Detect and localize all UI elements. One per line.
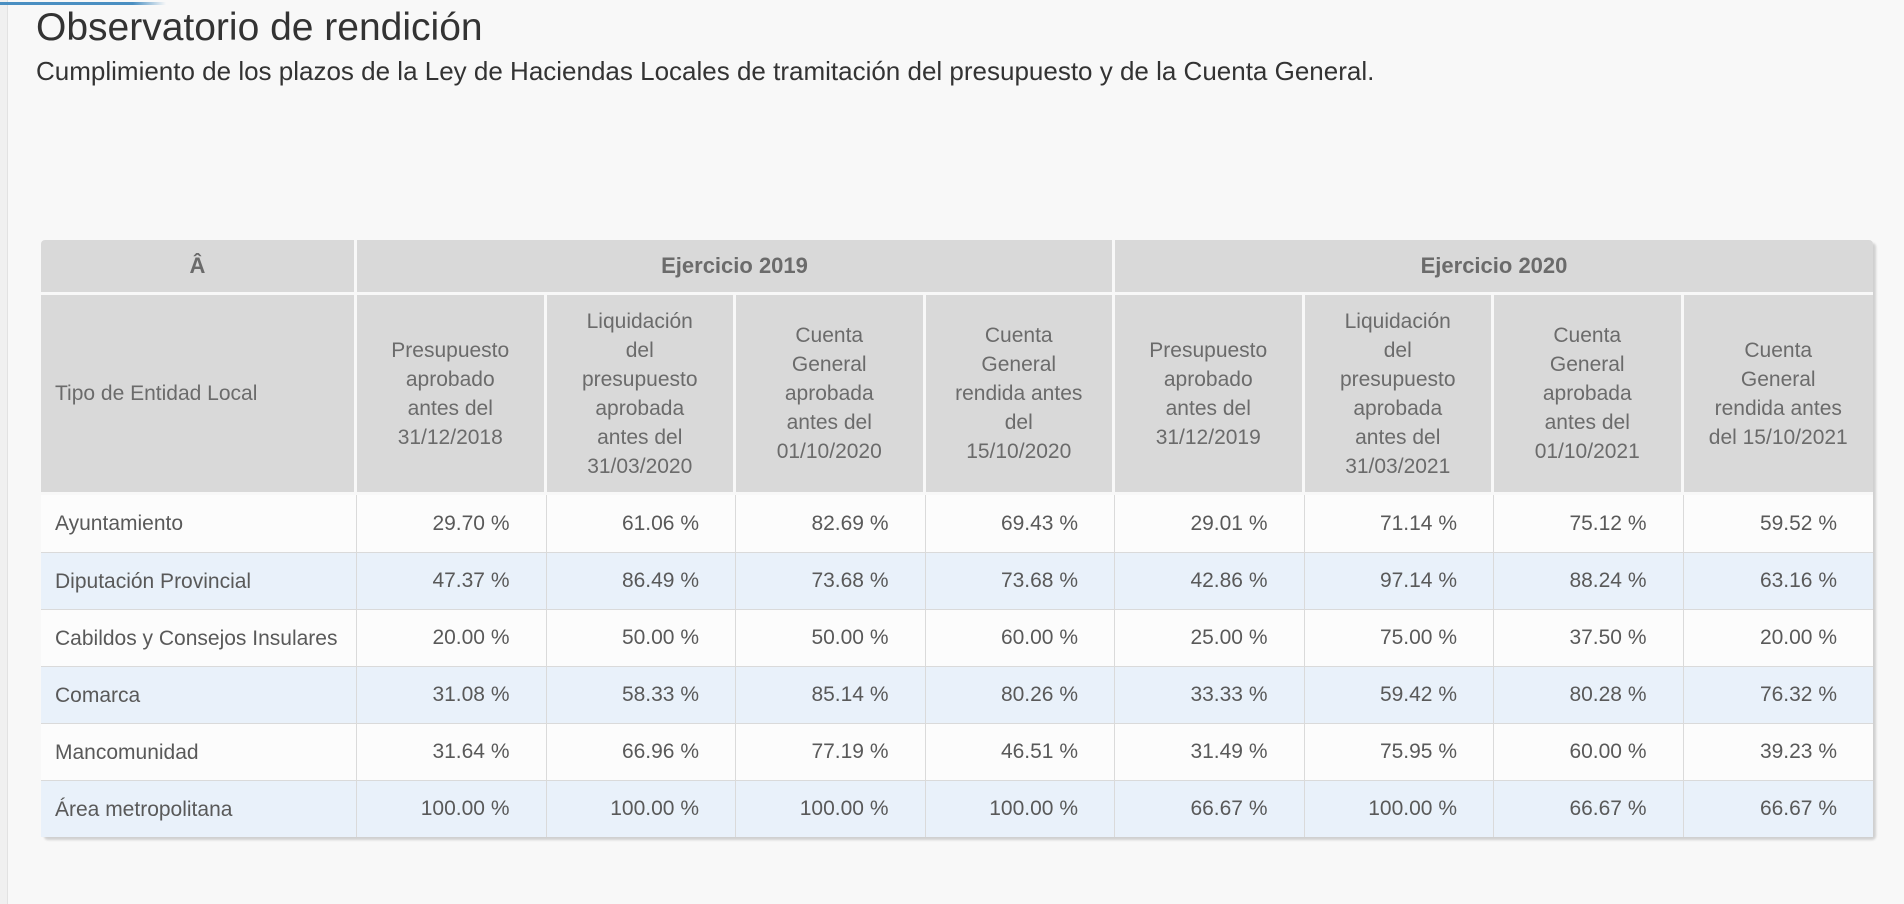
table-cell: 80.28 % (1494, 666, 1684, 723)
table-cell: 88.24 % (1494, 552, 1684, 609)
table-cell: 77.19 % (736, 723, 926, 780)
column-header-cg-aprobada-2020: Cuenta General aprobada antes del 01/10/… (1494, 295, 1684, 495)
table-cell: 100.00 % (736, 780, 926, 837)
table-cell: 75.00 % (1304, 609, 1494, 666)
table-cell: 59.42 % (1304, 666, 1494, 723)
table-cell: 58.33 % (546, 666, 736, 723)
compliance-table: Â Ejercicio 2019 Ejercicio 2020 Tipo de … (41, 240, 1873, 837)
table-cell: 47.37 % (357, 552, 547, 609)
row-label: Diputación Provincial (41, 552, 357, 609)
table-cell: 71.14 % (1305, 495, 1494, 552)
table-cell: 66.96 % (546, 723, 736, 780)
column-header-liquidacion-2019: Liquidación del presupuesto aprobada ant… (546, 295, 736, 495)
row-label: Ayuntamiento (41, 495, 357, 552)
table-cell: 86.49 % (546, 552, 736, 609)
table-cell: 69.43 % (926, 495, 1115, 552)
table-cell: 29.70 % (357, 495, 547, 552)
table-header: Â Ejercicio 2019 Ejercicio 2020 Tipo de … (41, 240, 1873, 495)
table-cell: 100.00 % (546, 780, 736, 837)
page-subtitle: Cumplimiento de los plazos de la Ley de … (36, 56, 1375, 86)
table-row-area-metropolitana: Área metropolitana 100.00 % 100.00 % 100… (41, 780, 1873, 837)
accent-line (0, 2, 166, 5)
table-cell: 61.06 % (547, 495, 736, 552)
column-header-liquidacion-2020: Liquidación del presupuesto aprobada ant… (1304, 295, 1494, 495)
table-cell: 31.49 % (1115, 723, 1305, 780)
table-cell: 80.26 % (925, 666, 1115, 723)
column-header-presupuesto-2019: Presupuesto aprobado antes del 31/12/201… (357, 295, 547, 495)
row-label: Comarca (41, 666, 357, 723)
table-cell: 46.51 % (925, 723, 1115, 780)
row-label: Cabildos y Consejos Insulares (41, 609, 357, 666)
table-cell: 59.52 % (1759, 511, 1837, 535)
table-cell: 50.00 % (546, 609, 736, 666)
table-cell: 100.00 % (1304, 780, 1494, 837)
table-cell: 50.00 % (736, 609, 926, 666)
table-cell: 29.01 % (1115, 495, 1305, 552)
page-title: Observatorio de rendición (36, 6, 483, 49)
column-header-cg-rendida-2020: Cuenta General rendida antes del 15/10/2… (1683, 295, 1873, 495)
table-body: Ayuntamiento 29.70 % 61.06 % 82.69 % 69.… (41, 495, 1873, 837)
group-header-2019: Ejercicio 2019 (357, 240, 1115, 295)
table-cell: 85.14 % (736, 666, 926, 723)
table-cell: 37.50 % (1494, 609, 1684, 666)
table-cell: 100.00 % (357, 780, 547, 837)
column-header-cg-rendida-2019: Cuenta General rendida antes del 15/10/2… (925, 295, 1115, 495)
table-cell: 39.23 % (1683, 723, 1873, 780)
table-cell: 97.14 % (1304, 552, 1494, 609)
table-row-cabildos-consejos-insulares: Cabildos y Consejos Insulares 20.00 % 50… (41, 609, 1873, 666)
table-cell: 73.68 % (925, 552, 1115, 609)
table-cell: 63.16 % (1683, 552, 1873, 609)
page-left-edge (0, 0, 8, 904)
table-cell: 42.86 % (1115, 552, 1305, 609)
table-cell: 66.67 % (1115, 780, 1305, 837)
column-header-entity-type: Tipo de Entidad Local (41, 295, 357, 495)
column-header-presupuesto-2020: Presupuesto aprobado antes del 31/12/201… (1115, 295, 1305, 495)
column-header-cg-aprobada-2019: Cuenta General aprobada antes del 01/10/… (736, 295, 926, 495)
page-content: Observatorio de rendición Cumplimiento d… (9, 0, 1904, 89)
table-cell: 75.95 % (1304, 723, 1494, 780)
table-row-diputacion-provincial: Diputación Provincial 47.37 % 86.49 % 73… (41, 552, 1873, 609)
table-row-ayuntamiento: Ayuntamiento 29.70 % 61.06 % 82.69 % 69.… (41, 495, 1873, 552)
compliance-table-container: Â Ejercicio 2019 Ejercicio 2020 Tipo de … (41, 240, 1873, 837)
table-cell: 60.00 % (925, 609, 1115, 666)
group-header-2020: Ejercicio 2020 (1115, 240, 1873, 295)
table-cell: 82.69 % (736, 495, 926, 552)
table-cell: 60.00 % (1494, 723, 1684, 780)
table-cell: 66.67 % (1683, 780, 1873, 837)
table-row-mancomunidad: Mancomunidad 31.64 % 66.96 % 77.19 % 46.… (41, 723, 1873, 780)
table-cell: 31.64 % (357, 723, 547, 780)
table-cell: 20.00 % (357, 609, 547, 666)
row-label: Mancomunidad (41, 723, 357, 780)
table-row-comarca: Comarca 31.08 % 58.33 % 85.14 % 80.26 % … (41, 666, 1873, 723)
table-cell: 33.33 % (1115, 666, 1305, 723)
table-cell: 100.00 % (925, 780, 1115, 837)
table-cell: 31.08 % (357, 666, 547, 723)
corner-header-cell: Â (41, 240, 357, 295)
table-cell: 75.12 % (1494, 495, 1684, 552)
table-cell: 20.00 % (1683, 609, 1873, 666)
column-header-row: Tipo de Entidad Local Presupuesto aproba… (41, 295, 1873, 495)
table-cell: 25.00 % (1115, 609, 1305, 666)
table-cell: 76.32 % (1683, 666, 1873, 723)
row-label: Área metropolitana (41, 780, 357, 837)
table-cell: 73.68 % (736, 552, 926, 609)
table-cell: 66.67 % (1494, 780, 1684, 837)
group-header-row: Â Ejercicio 2019 Ejercicio 2020 (41, 240, 1873, 295)
